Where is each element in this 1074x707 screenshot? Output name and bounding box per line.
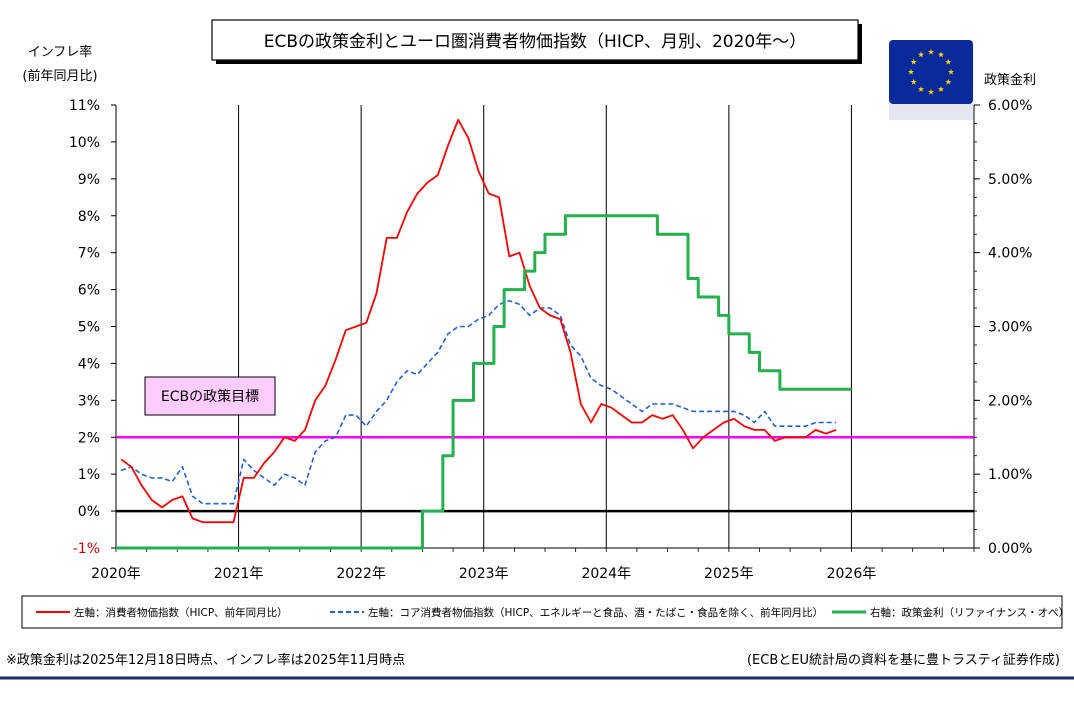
legend-label-core: 左軸：コア消費者物価指数（HICP、エネルギーと食品、酒・たばこ・食品を除く、前… — [368, 606, 823, 619]
x-tick-label: 2026年 — [827, 566, 877, 582]
flag-star — [917, 51, 925, 58]
right-axis-title: 政策金利 — [984, 72, 1036, 88]
left-tick-label: 3% — [78, 393, 100, 409]
left-tick-label: 1% — [78, 467, 100, 483]
flag-star — [945, 58, 952, 65]
flag-star — [907, 68, 915, 75]
left-tick-label: 2% — [78, 430, 100, 446]
right-tick-label: 1.00% — [988, 467, 1032, 483]
x-tick-label: 2025年 — [704, 566, 754, 582]
left-tick-label: 9% — [78, 172, 100, 188]
flag-star — [927, 48, 935, 55]
series-core-line — [120, 299, 837, 505]
x-tick-label: 2023年 — [459, 566, 509, 582]
footnote-right: (ECBとEU統計局の資料を基に豊トラスティ証券作成) — [747, 652, 1060, 668]
left-tick-label: -1% — [73, 541, 100, 557]
left-axis-ticks: -1% 0% 1% 2% 3% 4% 5% 6% 7% 8% 9% 10% 11% — [69, 98, 116, 557]
eu-flag-icon — [889, 40, 973, 120]
right-tick-label: 0.00% — [988, 541, 1032, 557]
footnote-left: ※政策金利は2025年12月18日時点、インフレ率は2025年11月時点 — [6, 652, 405, 668]
x-axis-ticks: 2020年 2021年 2022年 2023年 2024年 2025年 2026年 — [91, 548, 975, 582]
flag-star — [945, 78, 952, 85]
right-tick-label: 6.00% — [988, 98, 1032, 114]
left-tick-label: 4% — [78, 356, 100, 372]
right-tick-label: 3.00% — [988, 320, 1032, 336]
flag-star — [910, 58, 917, 65]
x-tick-label: 2020年 — [91, 566, 141, 582]
right-tick-label: 2.00% — [988, 393, 1032, 409]
target-label-box — [144, 376, 276, 416]
flag-star — [947, 68, 955, 75]
chart-title: ECBの政策金利とユーロ圏消費者物価指数（HICP、月別、2020年～） — [264, 32, 806, 52]
flag-star — [927, 88, 935, 95]
flag-star — [910, 78, 917, 85]
flag-star — [917, 86, 925, 92]
series-hicp-line — [120, 118, 837, 524]
series-policy-rate-line — [116, 214, 852, 550]
flag-star — [937, 86, 945, 92]
left-tick-label: 5% — [78, 320, 100, 336]
left-tick-label: 7% — [78, 246, 100, 262]
legend-label-hicp: 左軸：消費者物価指数（HICP、前年同月比） — [74, 606, 288, 619]
x-tick-label: 2022年 — [336, 566, 386, 582]
title-box — [211, 19, 859, 61]
x-tick-label: 2024年 — [581, 566, 631, 582]
left-axis-title-line2: (前年同月比) — [22, 68, 97, 84]
left-tick-label: 10% — [69, 135, 100, 151]
right-axis-ticks: 0.00% 1.00% 2.00% 3.00% 4.00% 5.00% 6.00% — [974, 98, 1032, 557]
series-layer — [116, 118, 852, 550]
year-gridlines — [238, 105, 852, 548]
left-tick-label: 8% — [78, 209, 100, 225]
left-tick-label: 0% — [78, 504, 100, 520]
right-tick-label: 5.00% — [988, 172, 1032, 188]
left-axis-title-line1: インフレ率 — [28, 44, 93, 60]
target-label: ECBの政策目標 — [161, 388, 259, 405]
x-tick-label: 2021年 — [214, 566, 264, 582]
legend-label-rate: 右軸：政策金利（リファイナンス・オペ） — [870, 606, 1069, 619]
left-tick-label: 6% — [78, 283, 100, 299]
legend-box — [21, 595, 1063, 629]
right-tick-label: 4.00% — [988, 246, 1032, 262]
left-tick-label: 11% — [69, 98, 100, 114]
flag-star — [937, 51, 945, 58]
